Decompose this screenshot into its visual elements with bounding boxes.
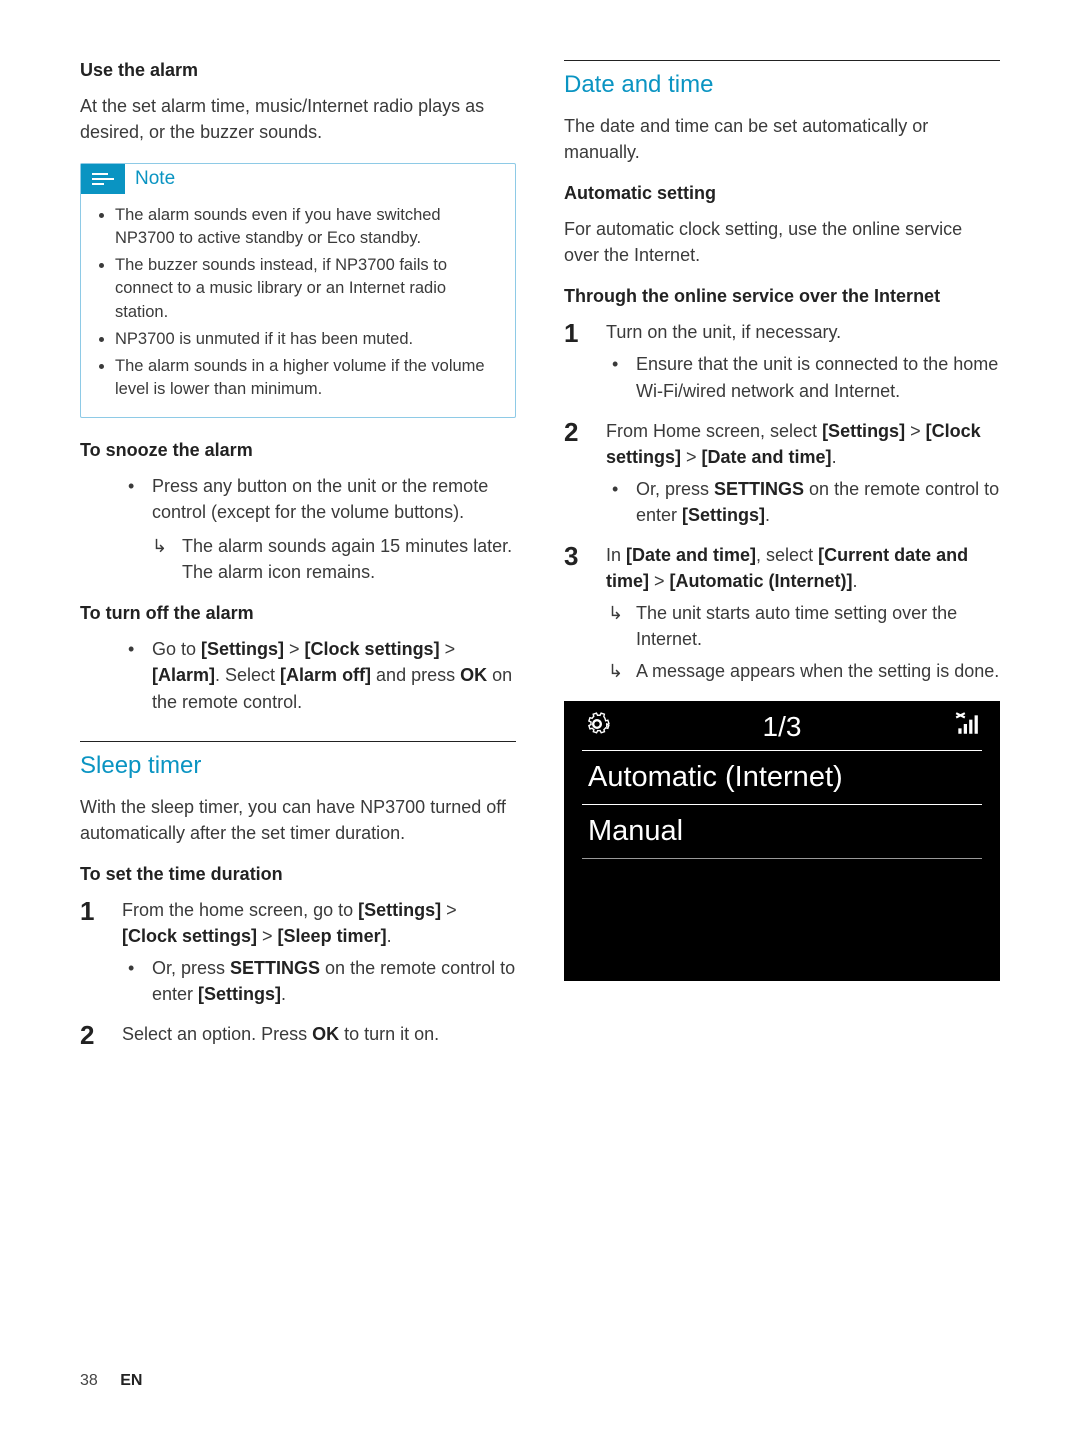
note-icon	[81, 164, 125, 194]
divider	[80, 741, 516, 742]
note-list: The alarm sounds even if you have switch…	[81, 200, 515, 401]
online-steps: 1 Turn on the unit, if necessary. Ensure…	[564, 319, 1000, 684]
online-step-1-sub: Ensure that the unit is connected to the…	[606, 351, 1000, 403]
snooze-result: The alarm sounds again 15 minutes later.…	[152, 533, 516, 585]
screen-counter: 1/3	[763, 711, 802, 743]
online-step-2: 2 From Home screen, select [Settings] > …	[564, 418, 1000, 528]
use-alarm-heading: Use the alarm	[80, 60, 516, 81]
auto-body: For automatic clock setting, use the onl…	[564, 216, 1000, 268]
left-column: Use the alarm At the set alarm time, mus…	[80, 60, 516, 1061]
note-item: The alarm sounds even if you have switch…	[115, 204, 497, 250]
online-step-2-sub: Or, press SETTINGS on the remote control…	[606, 476, 1000, 528]
right-column: Date and time The date and time can be s…	[564, 60, 1000, 1061]
turnoff-bullet: Go to [Settings] > [Clock settings] > [A…	[122, 636, 516, 714]
sleep-body: With the sleep timer, you can have NP370…	[80, 794, 516, 846]
online-service-heading: Through the online service over the Inte…	[564, 286, 1000, 307]
sleep-step-1-sub: Or, press SETTINGS on the remote control…	[122, 955, 516, 1007]
sleep-step-2: 2 Select an option. Press OK to turn it …	[80, 1021, 516, 1047]
gear-icon	[584, 711, 610, 744]
date-body: The date and time can be set automatical…	[564, 113, 1000, 165]
sleep-set-heading: To set the time duration	[80, 864, 516, 885]
screen-option-automatic: Automatic (Internet)	[582, 750, 982, 805]
page-number: 38	[80, 1372, 98, 1389]
note-box: Note The alarm sounds even if you have s…	[80, 163, 516, 418]
device-screenshot: 1/3 Automatic (Internet) Manual	[564, 701, 1000, 981]
note-item: NP3700 is unmuted if it has been muted.	[115, 328, 497, 351]
auto-setting-heading: Automatic setting	[564, 183, 1000, 204]
snooze-heading: To snooze the alarm	[80, 440, 516, 461]
note-item: The alarm sounds in a higher volume if t…	[115, 355, 497, 401]
sleep-timer-heading: Sleep timer	[80, 752, 516, 780]
snooze-bullet: Press any button on the unit or the remo…	[122, 473, 516, 525]
page-footer: 38 EN	[80, 1372, 142, 1390]
online-step-3: 3 In [Date and time], select [Current da…	[564, 542, 1000, 684]
note-item: The buzzer sounds instead, if NP3700 fai…	[115, 254, 497, 323]
signal-icon	[954, 711, 980, 744]
screen-option-manual: Manual	[582, 805, 982, 859]
sleep-step-1: 1 From the home screen, go to [Settings]…	[80, 897, 516, 1007]
use-alarm-body: At the set alarm time, music/Internet ra…	[80, 93, 516, 145]
note-title: Note	[135, 168, 175, 190]
online-step-1: 1 Turn on the unit, if necessary. Ensure…	[564, 319, 1000, 403]
snooze-block: Press any button on the unit or the remo…	[80, 473, 516, 585]
sleep-steps: 1 From the home screen, go to [Settings]…	[80, 897, 516, 1047]
online-step-3-result-1: The unit starts auto time setting over t…	[606, 600, 1000, 652]
page-lang: EN	[120, 1372, 142, 1389]
online-step-3-result-2: A message appears when the setting is do…	[606, 658, 1000, 684]
turnoff-block: Go to [Settings] > [Clock settings] > [A…	[80, 636, 516, 714]
date-time-heading: Date and time	[564, 71, 1000, 99]
turnoff-heading: To turn off the alarm	[80, 603, 516, 624]
divider	[564, 60, 1000, 61]
